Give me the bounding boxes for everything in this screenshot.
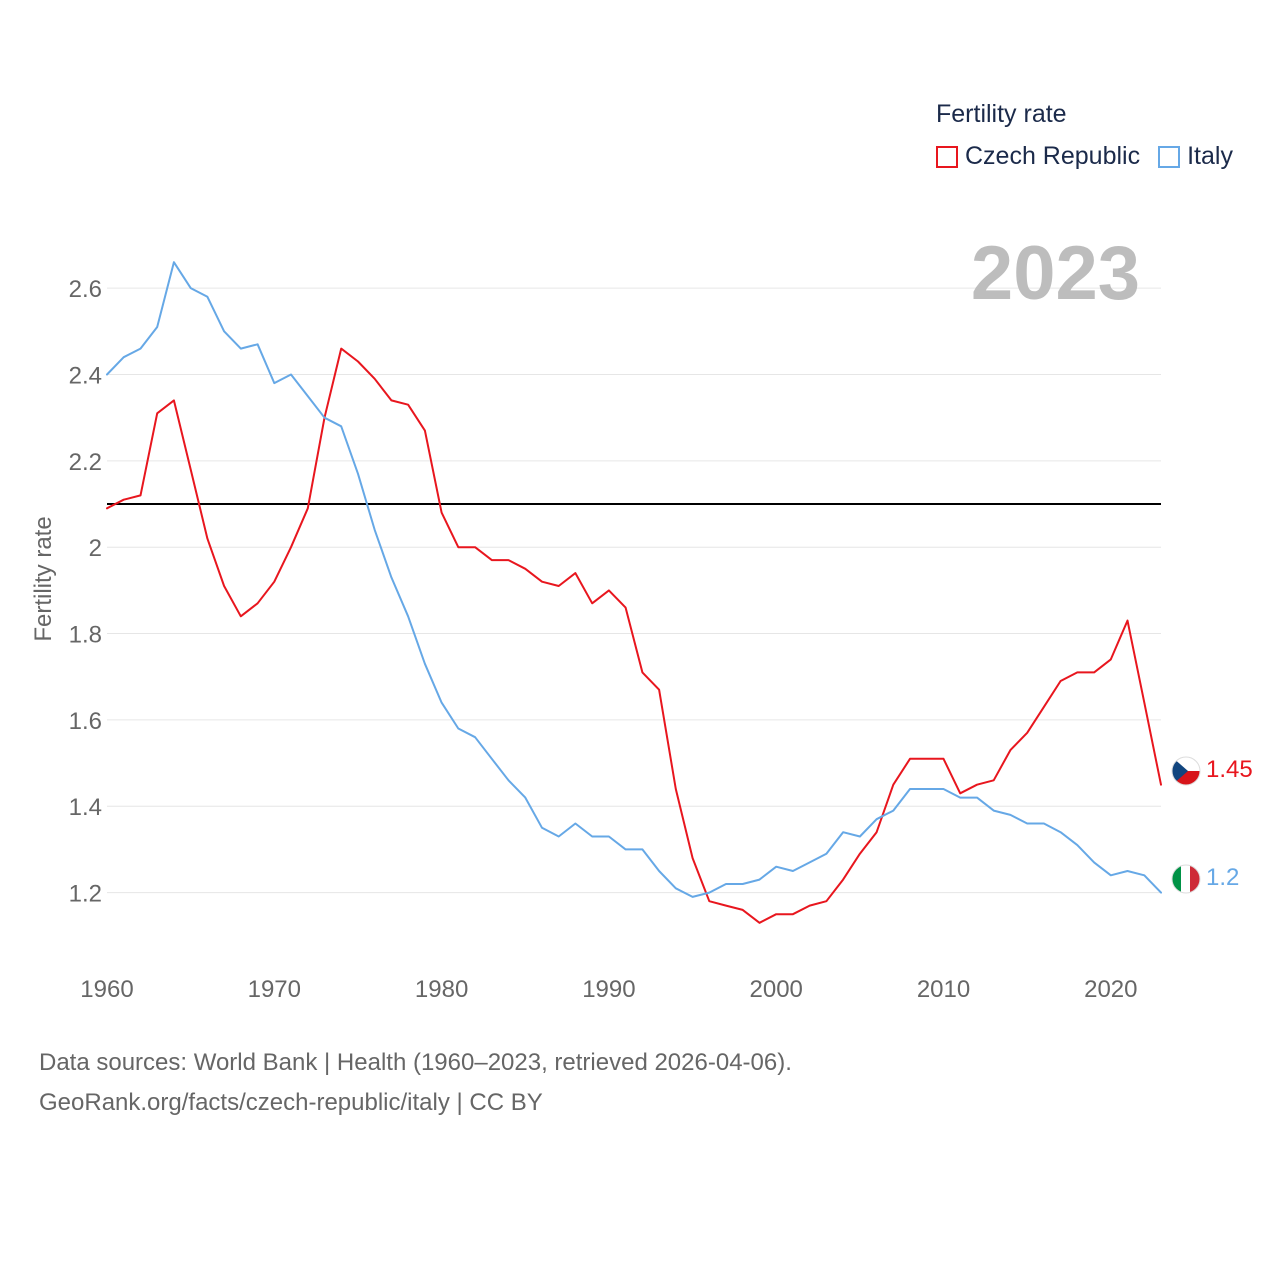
y-tick-label: 1.8 (69, 622, 102, 649)
y-tick-label: 2.6 (69, 276, 102, 303)
x-tick-label: 2000 (750, 976, 803, 1003)
x-tick-label: 2020 (1084, 976, 1137, 1003)
year-label: 2023 (971, 231, 1140, 316)
italy-flag-icon (1172, 865, 1200, 893)
y-tick-label: 1.2 (69, 881, 102, 908)
y-tick-label: 2.2 (69, 449, 102, 476)
legend-label-italy: Italy (1187, 142, 1233, 170)
y-axis-label: Fertility rate (30, 516, 57, 641)
legend-swatch-czech-republic (936, 145, 958, 168)
legend-swatch-italy (1158, 145, 1181, 168)
x-tick-label: 2010 (917, 976, 970, 1003)
czech-flag-border (1171, 756, 1201, 786)
legend-label-czech-republic: Czech Republic (965, 142, 1141, 170)
x-axis-ticks: 1960 1970 1980 1990 2000 2010 2020 (80, 976, 1137, 1003)
legend: Czech Republic Italy (936, 142, 1251, 171)
grid-lines (107, 287, 1161, 894)
y-tick-label: 2 (89, 535, 102, 562)
source-line-1: Data sources: World Bank | Health (1960–… (39, 1049, 792, 1076)
series-line-czech-republic[interactable] (106, 347, 1162, 924)
czech-flag-icon (1172, 757, 1200, 785)
series-line-italy[interactable] (106, 261, 1162, 898)
series-lines (106, 261, 1162, 924)
source-note: Data sources: World Bank | Health (1960–… (39, 1043, 792, 1123)
y-tick-label: 1.6 (69, 708, 102, 735)
y-axis-ticks: 1.2 1.4 1.6 1.8 2 2.2 2.4 2.6 (69, 276, 102, 907)
end-label-italy: 1.2 (1206, 864, 1239, 891)
x-tick-label: 1980 (415, 976, 468, 1003)
legend-title: Fertility rate (936, 100, 1067, 128)
legend-item-italy[interactable]: Italy (1158, 142, 1233, 171)
end-label-czech-republic: 1.45 (1206, 756, 1253, 783)
y-tick-label: 2.4 (69, 362, 102, 389)
legend-item-czech-republic[interactable]: Czech Republic (936, 142, 1140, 171)
y-tick-label: 1.4 (69, 794, 102, 821)
x-tick-label: 1990 (582, 976, 635, 1003)
italy-flag-border (1171, 864, 1201, 894)
x-tick-label: 1960 (80, 976, 133, 1003)
x-tick-label: 1970 (248, 976, 301, 1003)
source-line-2: GeoRank.org/facts/czech-republic/italy |… (39, 1089, 543, 1116)
